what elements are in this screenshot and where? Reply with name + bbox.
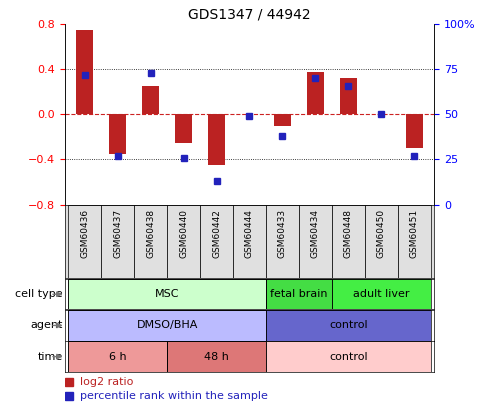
Text: agent: agent bbox=[30, 320, 63, 330]
Bar bbox=[68, 279, 266, 309]
Bar bbox=[266, 341, 431, 372]
Bar bbox=[200, 205, 233, 278]
Bar bbox=[233, 205, 266, 278]
Bar bbox=[340, 79, 357, 115]
Bar bbox=[142, 86, 159, 115]
Text: 6 h: 6 h bbox=[109, 352, 126, 362]
Bar bbox=[68, 341, 167, 372]
Bar bbox=[266, 279, 332, 309]
Text: percentile rank within the sample: percentile rank within the sample bbox=[80, 391, 267, 401]
Bar bbox=[167, 341, 266, 372]
Bar bbox=[332, 205, 365, 278]
Bar bbox=[332, 279, 431, 309]
Text: time: time bbox=[38, 352, 63, 362]
Text: control: control bbox=[329, 320, 368, 330]
Bar bbox=[299, 205, 332, 278]
Text: GSM60442: GSM60442 bbox=[212, 209, 221, 258]
Text: cell type: cell type bbox=[15, 289, 63, 299]
Bar bbox=[266, 341, 431, 372]
Text: control: control bbox=[329, 352, 368, 362]
Text: log2 ratio: log2 ratio bbox=[80, 377, 133, 387]
Bar bbox=[134, 205, 167, 278]
Text: GSM60444: GSM60444 bbox=[245, 209, 254, 258]
Bar bbox=[68, 341, 167, 372]
Text: fetal brain: fetal brain bbox=[270, 289, 328, 299]
Bar bbox=[332, 279, 431, 309]
Bar bbox=[208, 115, 225, 165]
Bar bbox=[167, 341, 266, 372]
Bar bbox=[68, 279, 266, 309]
Text: 48 h: 48 h bbox=[204, 352, 229, 362]
Text: GSM60451: GSM60451 bbox=[410, 209, 419, 258]
Text: GSM60434: GSM60434 bbox=[311, 209, 320, 258]
Text: GSM60438: GSM60438 bbox=[146, 209, 155, 258]
Text: GSM60440: GSM60440 bbox=[179, 209, 188, 258]
Bar bbox=[266, 279, 332, 309]
Bar bbox=[266, 310, 431, 341]
Text: GSM60450: GSM60450 bbox=[377, 209, 386, 258]
Bar bbox=[68, 205, 101, 278]
Text: adult liver: adult liver bbox=[353, 289, 410, 299]
Text: GSM60437: GSM60437 bbox=[113, 209, 122, 258]
Bar bbox=[307, 72, 324, 115]
Bar bbox=[68, 310, 266, 341]
Title: GDS1347 / 44942: GDS1347 / 44942 bbox=[188, 8, 311, 22]
Bar bbox=[68, 310, 266, 341]
Bar bbox=[398, 205, 431, 278]
Text: GSM60436: GSM60436 bbox=[80, 209, 89, 258]
Bar bbox=[274, 115, 291, 126]
Bar bbox=[406, 115, 423, 148]
Bar bbox=[175, 115, 192, 143]
Text: DMSO/BHA: DMSO/BHA bbox=[136, 320, 198, 330]
Text: MSC: MSC bbox=[155, 289, 179, 299]
Bar bbox=[101, 205, 134, 278]
Text: GSM60433: GSM60433 bbox=[278, 209, 287, 258]
Bar bbox=[76, 30, 93, 115]
Bar bbox=[266, 310, 431, 341]
Bar bbox=[109, 115, 126, 154]
Bar bbox=[266, 205, 299, 278]
Bar bbox=[365, 205, 398, 278]
Text: GSM60448: GSM60448 bbox=[344, 209, 353, 258]
Bar bbox=[167, 205, 200, 278]
